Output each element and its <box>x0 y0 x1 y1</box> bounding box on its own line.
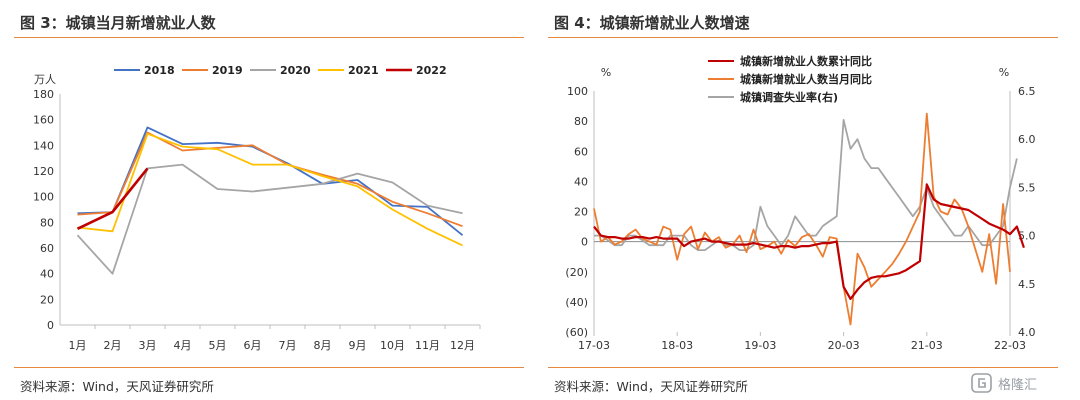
left-y-tick-label: 40 <box>574 175 588 188</box>
y-tick-label: 100 <box>33 191 54 204</box>
y-tick-label: 120 <box>33 165 54 178</box>
right-y-tick-label: 6.0 <box>1018 133 1036 146</box>
figure-4-chart: % % (60) (40) (20) 0 20 40 60 80 100 4.0 4.5 5.0 5.5 6.… <box>565 54 1036 352</box>
x-tick-label: 3月 <box>139 339 157 352</box>
left-y-tick-label: 20 <box>574 206 588 219</box>
x-tick-label: 21-03 <box>911 339 943 352</box>
series-line-2019 <box>77 131 463 228</box>
x-tick-label: 20-03 <box>828 339 860 352</box>
left-y-tick-label: (60) <box>565 326 588 339</box>
left-unit-label: % <box>601 66 611 79</box>
title-rule <box>548 37 1058 38</box>
figure-3-source: 资料来源：Wind，天风证券研究所 <box>20 379 214 394</box>
x-tick-label: 7月 <box>279 339 297 352</box>
series-line-2020 <box>76 163 463 275</box>
legend-label: 城镇调查失业率(右) <box>740 90 838 104</box>
x-tick-label: 19-03 <box>744 339 776 352</box>
figure-4-source: 资料来源：Wind，天风证券研究所 <box>554 379 748 394</box>
source-rule <box>14 367 524 368</box>
x-tick-label: 1月 <box>69 339 87 352</box>
series-line-2018 <box>77 126 464 236</box>
right-y-tick-label: 5.0 <box>1018 230 1036 243</box>
legend-label: 2021 <box>348 64 379 77</box>
left-y-tick-label: 80 <box>574 115 588 128</box>
series-line-2021 <box>77 132 463 247</box>
y-tick-label: 60 <box>40 242 54 255</box>
right-y-tick-label: 6.5 <box>1018 85 1036 98</box>
legend-label: 城镇新增就业人数当月同比 <box>740 72 872 86</box>
left-y-tick-label: (20) <box>565 266 588 279</box>
y-tick-label: 140 <box>33 139 54 152</box>
x-tick-label: 4月 <box>174 339 192 352</box>
left-y-tick-label: 0 <box>581 236 588 249</box>
source-rule <box>548 367 1058 368</box>
y-tick-label: 80 <box>40 216 54 229</box>
figure-4-panel: 图 4：城镇新增就业人数增速 %% (60) (40) (20) 0 20 40 60 80 10… <box>548 0 1058 400</box>
figure-4-title: 图 4：城镇新增就业人数增速 <box>554 14 750 32</box>
right-y-tick-label: 5.5 <box>1018 181 1036 194</box>
x-tick-label: 17-03 <box>578 339 610 352</box>
legend-label: 2022 <box>416 64 447 77</box>
right-y-tick-label: 4.5 <box>1018 278 1036 291</box>
y-unit-label: 万人 <box>34 73 56 86</box>
watermark-text: 格隆汇 <box>998 378 1038 393</box>
right-y-tick-label: 4.0 <box>1018 326 1036 339</box>
series-line-0 <box>593 183 1025 300</box>
x-tick-label: 11月 <box>415 339 440 352</box>
legend-label: 2018 <box>144 64 175 77</box>
series-line-2 <box>594 119 1018 251</box>
x-tick-label: 2月 <box>104 339 122 352</box>
legend-label: 2019 <box>212 64 243 77</box>
figure-3-chart: 万人 0 20 40 60 80 100 120 140 160 180 1月 2月 3月 4月 5月 6月 7月… <box>33 64 481 352</box>
y-tick-label: 160 <box>33 114 54 127</box>
brand-watermark: 格隆汇 <box>970 371 1076 395</box>
x-tick-label: 6月 <box>244 339 262 352</box>
right-unit-label: % <box>999 66 1009 79</box>
left-y-tick-label: 60 <box>574 145 588 158</box>
legend-label: 城镇新增就业人数累计同比 <box>740 54 872 68</box>
figure-3-title: 图 3：城镇当月新增就业人数 <box>20 14 216 32</box>
y-tick-label: 20 <box>40 293 54 306</box>
legend-label: 2020 <box>280 64 311 77</box>
left-y-tick-label: (40) <box>565 296 588 309</box>
x-tick-label: 5月 <box>209 339 227 352</box>
x-tick-label: 18-03 <box>661 339 693 352</box>
y-tick-label: 40 <box>40 268 54 281</box>
x-tick-label: 8月 <box>314 339 332 352</box>
left-y-tick-label: 100 <box>567 85 588 98</box>
x-tick-label: 12月 <box>450 339 475 352</box>
y-tick-label: 180 <box>33 88 54 101</box>
title-rule <box>14 37 524 38</box>
figure-3-panel: 图 3：城镇当月新增就业人数 万人 0 20 40 60 80 100 120 140 160 18… <box>14 0 524 400</box>
series-line-1 <box>593 112 1011 326</box>
x-tick-label: 10月 <box>380 339 405 352</box>
y-tick-label: 0 <box>47 319 54 332</box>
x-tick-label: 9月 <box>349 339 367 352</box>
x-tick-label: 22-03 <box>994 339 1026 352</box>
brand-logo-icon <box>971 373 992 393</box>
series-line-2022 <box>76 167 149 230</box>
